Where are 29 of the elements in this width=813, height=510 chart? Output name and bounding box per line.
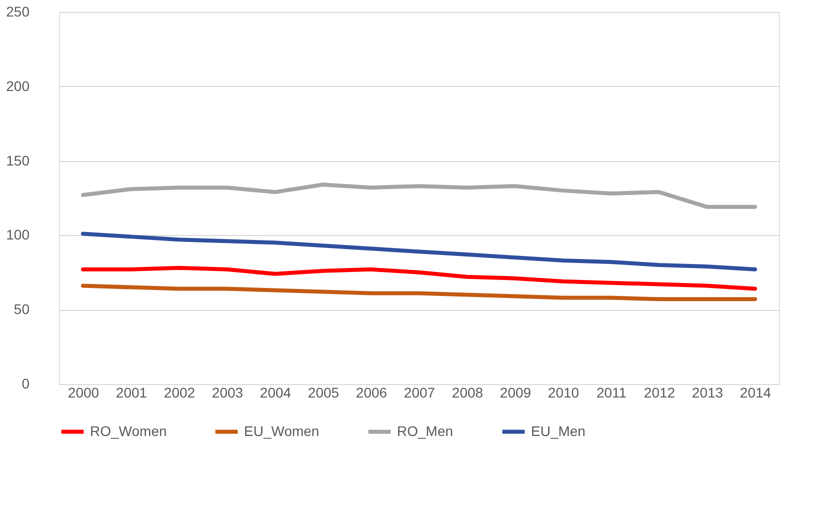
line-series [81, 182, 757, 209]
line-series [81, 266, 757, 291]
legend-label: RO_Men [397, 422, 454, 439]
y-tick-label: 100 [6, 226, 30, 243]
legend-label: EU_Men [531, 422, 586, 439]
x-tick-label: 2008 [452, 384, 484, 400]
line-series [81, 232, 757, 272]
x-tick-label: 2006 [356, 384, 388, 400]
x-tick-label: 2014 [740, 384, 772, 400]
x-tick-label: 2012 [644, 384, 676, 400]
y-tick-label: 250 [6, 4, 30, 20]
x-tick-label: 2007 [404, 384, 436, 400]
x-tick-label: 2002 [164, 384, 196, 400]
x-tick-label: 2005 [308, 384, 340, 400]
legend-label: EU_Women [244, 422, 320, 439]
x-tick-label: 2010 [548, 384, 580, 400]
x-tick-label: 2001 [116, 384, 148, 400]
x-tick-label: 2004 [260, 384, 292, 400]
x-tick-label: 2011 [596, 384, 627, 400]
y-tick-label: 50 [14, 301, 30, 318]
legend-label: RO_Women [90, 422, 167, 439]
y-tick-label: 200 [6, 78, 30, 94]
x-tick-label: 2013 [692, 384, 724, 400]
x-tick-label: 2000 [68, 384, 100, 400]
x-tick-label: 2003 [212, 384, 244, 400]
y-tick-label: 0 [22, 376, 30, 392]
line-series [81, 284, 757, 302]
x-tick-label: 2009 [500, 384, 532, 400]
y-tick-label: 150 [6, 152, 30, 168]
